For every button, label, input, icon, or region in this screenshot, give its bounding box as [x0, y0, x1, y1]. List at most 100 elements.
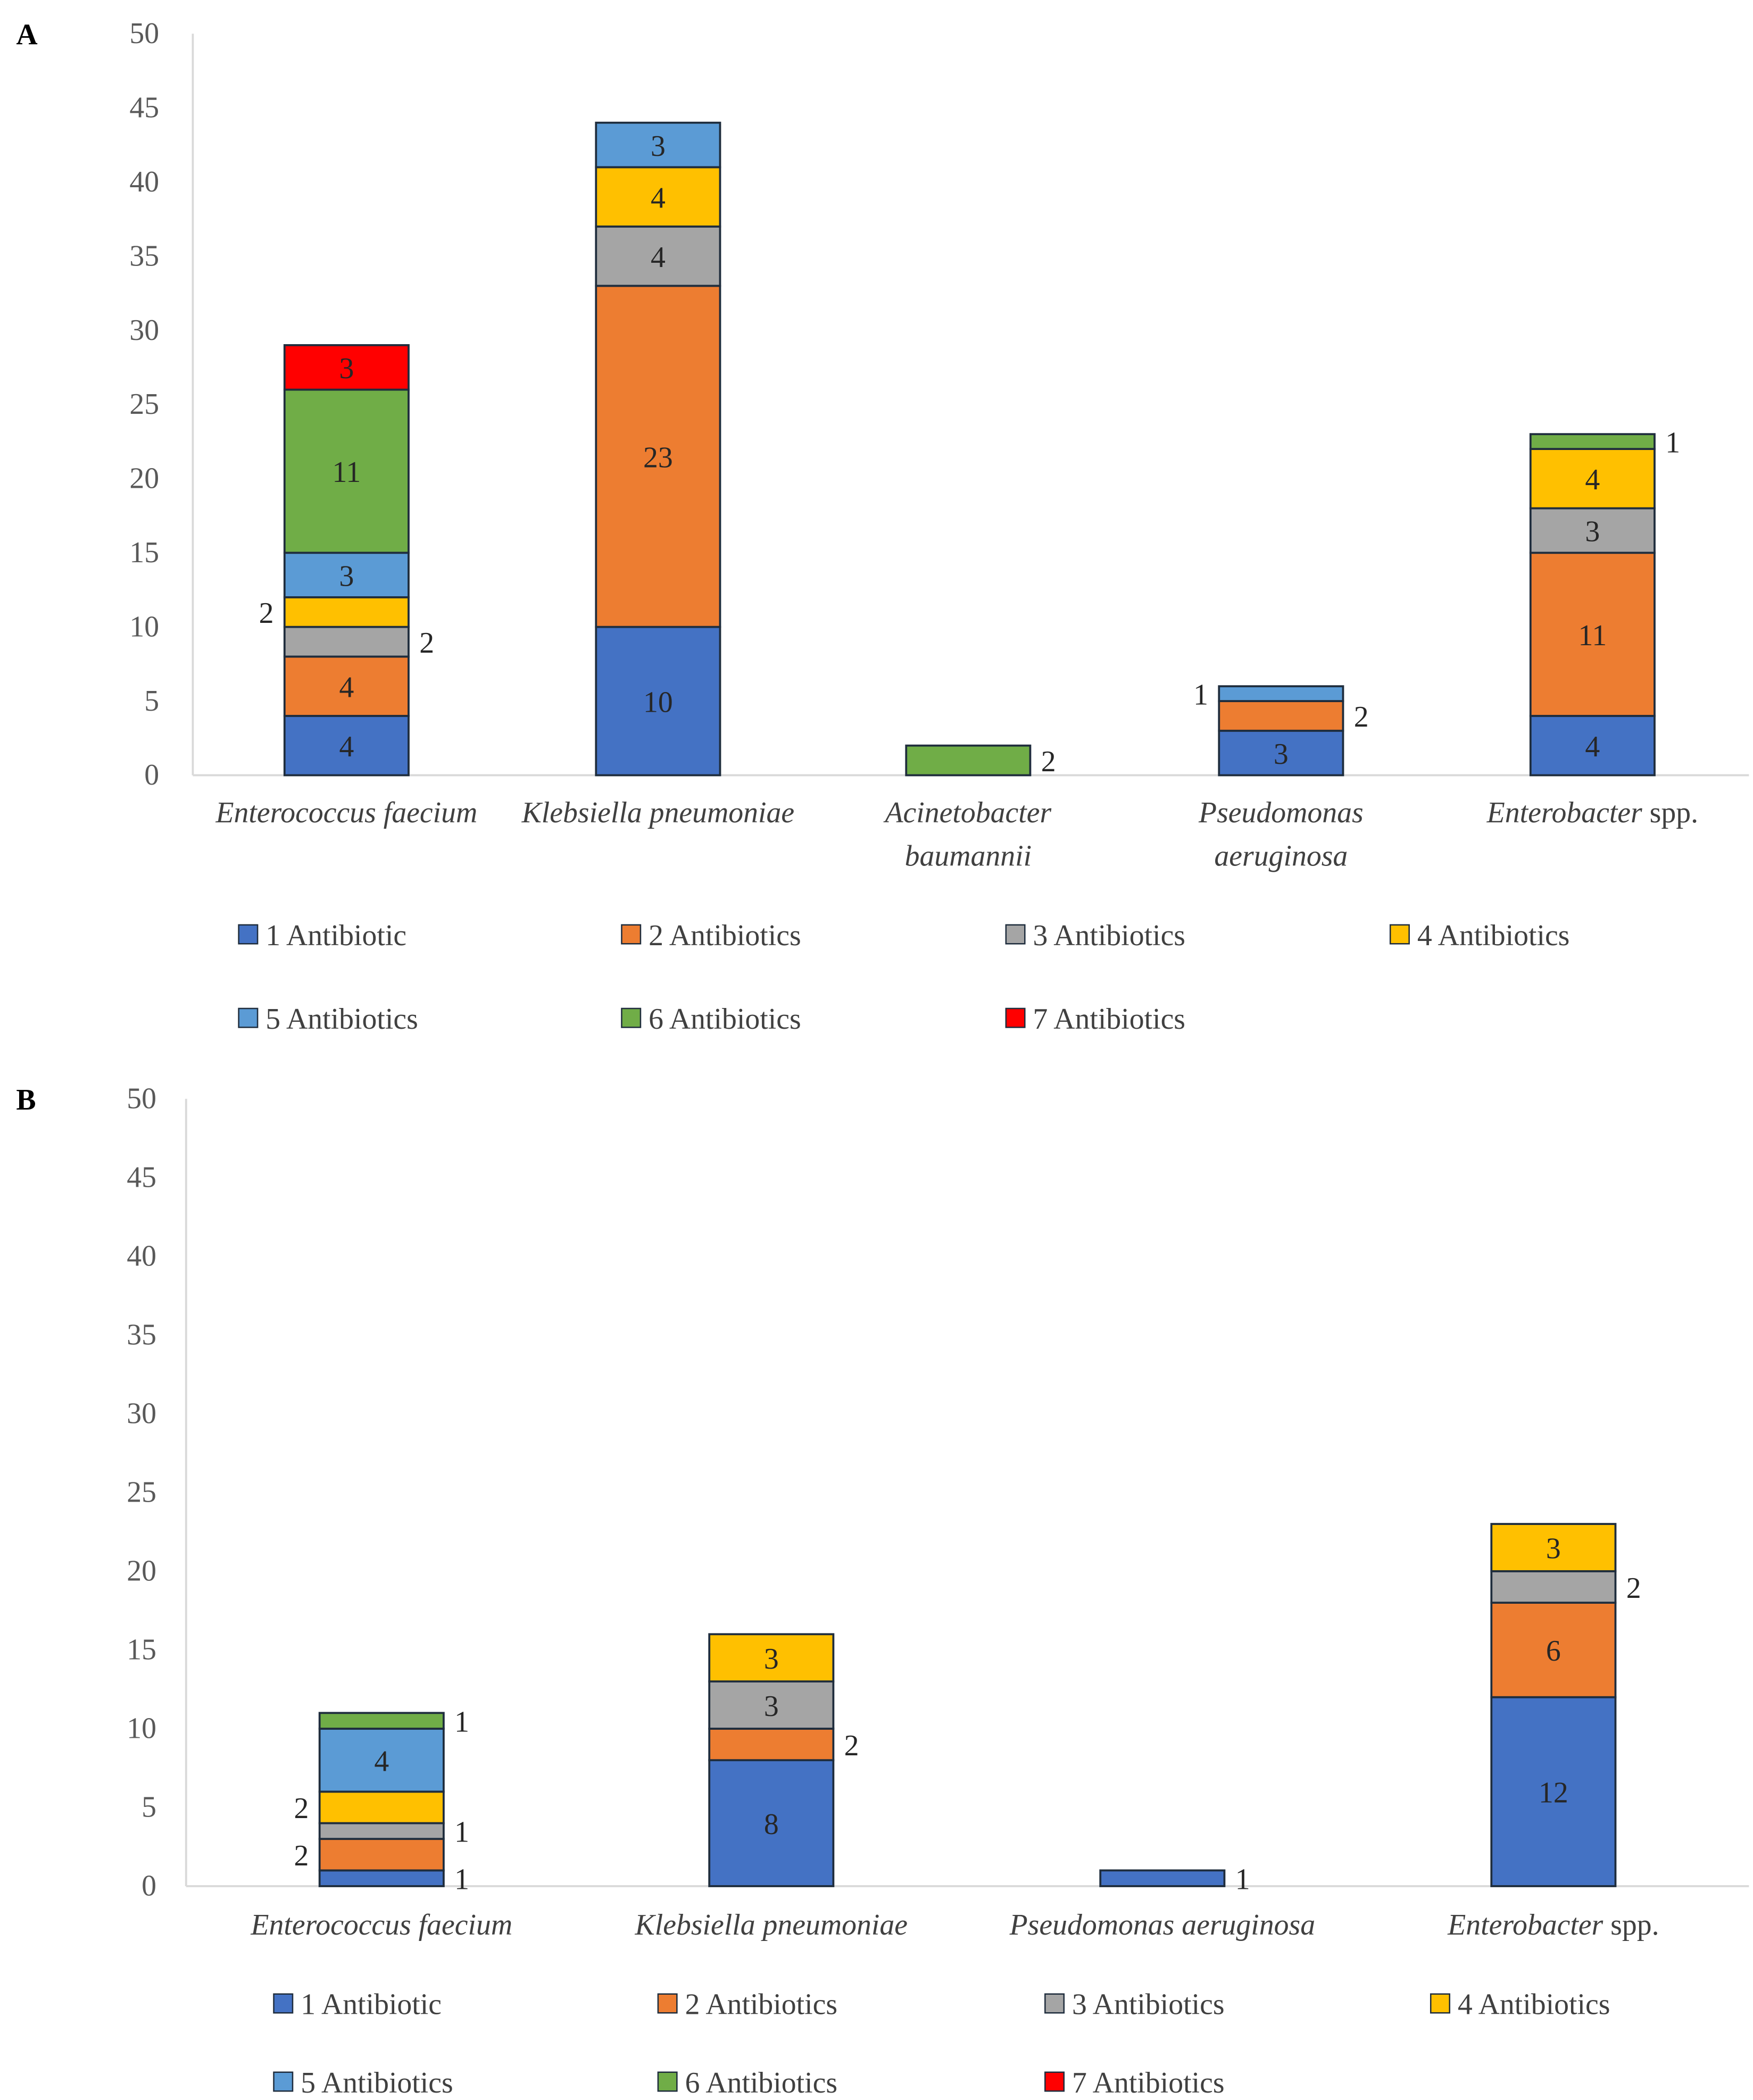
legend-label: 3 Antibiotics — [1033, 919, 1186, 952]
bar-segment — [283, 626, 410, 658]
y-tick-label: 45 — [127, 1161, 156, 1194]
legend-swatch — [621, 924, 642, 945]
legend-label: 7 Antibiotics — [1072, 2066, 1225, 2099]
legend-swatch — [1430, 1993, 1450, 2014]
data-label: 1 — [1665, 426, 1680, 459]
data-label: 23 — [643, 441, 673, 474]
legend-label: 2 Antibiotics — [685, 1988, 838, 2021]
legend-label: 6 Antibiotics — [649, 1003, 801, 1036]
bar-segment — [318, 1728, 445, 1793]
legend-label: 1 Antibiotic — [265, 919, 406, 952]
bar-segment — [283, 388, 410, 554]
y-tick-label: 20 — [129, 462, 159, 495]
bar-segment — [1099, 1869, 1226, 1887]
bar-segment — [595, 225, 721, 287]
y-tick-label: 5 — [144, 685, 159, 718]
data-label: 11 — [333, 456, 361, 489]
legend-label: 3 Antibiotics — [1072, 1988, 1225, 2021]
bar-segment — [1529, 433, 1656, 450]
y-tick-label: 35 — [129, 239, 159, 272]
data-label: 1 — [454, 1816, 469, 1849]
legend-label: 2 Antibiotics — [649, 919, 801, 952]
bar-segment — [318, 1822, 445, 1840]
y-tick-label: 20 — [127, 1555, 156, 1588]
data-label: 2 — [1041, 745, 1056, 778]
bar-segment — [595, 166, 721, 228]
x-category-label: Klebsiella pneumoniae — [521, 796, 795, 829]
bar-segment — [1490, 1523, 1617, 1572]
x-category-label: Enterococcus faecium — [215, 796, 478, 829]
y-tick-label: 50 — [129, 17, 159, 50]
data-label: 11 — [1578, 619, 1607, 652]
bar-segment — [283, 552, 410, 598]
data-label: 2 — [294, 1792, 309, 1825]
x-category-label: Klebsiella pneumoniae — [635, 1909, 908, 1941]
legend-swatch — [273, 1993, 294, 2014]
bar-segment — [1490, 1696, 1617, 1887]
legend-swatch — [273, 2071, 294, 2092]
x-category-label: Enterobacter spp. — [1486, 796, 1698, 829]
data-label: 3 — [651, 130, 666, 163]
legend-swatch — [1044, 2071, 1065, 2092]
bar-segment — [1218, 729, 1344, 777]
data-label: 1 — [1235, 1863, 1250, 1896]
data-label: 8 — [764, 1808, 779, 1841]
data-label: 1 — [1193, 678, 1208, 711]
x-category-label: Enterobacter spp. — [1447, 1909, 1659, 1941]
bar-segment — [1529, 552, 1656, 717]
legend-label: 1 Antibiotic — [301, 1988, 442, 2021]
bar-segment — [1490, 1570, 1617, 1604]
data-label: 2 — [294, 1839, 309, 1872]
data-label: 3 — [339, 352, 354, 385]
data-label: 6 — [1546, 1635, 1561, 1668]
panel-label: A — [16, 19, 37, 52]
data-label: 2 — [419, 627, 434, 660]
data-label: 4 — [339, 730, 354, 763]
data-label: 3 — [764, 1690, 779, 1723]
bar-segment — [318, 1790, 445, 1824]
y-tick-label: 5 — [142, 1791, 156, 1824]
data-label: 1 — [454, 1863, 469, 1896]
y-tick-label: 40 — [129, 165, 159, 198]
y-tick-label: 0 — [142, 1870, 156, 1903]
bar-segment — [708, 1633, 835, 1683]
legend-label: 7 Antibiotics — [1033, 1003, 1186, 1036]
x-category-label: Pseudomonas aeruginosa — [1009, 1909, 1316, 1941]
data-label: 4 — [651, 241, 666, 274]
data-label: 4 — [339, 671, 354, 704]
y-tick-label: 10 — [129, 610, 159, 643]
bar-segment — [1218, 685, 1344, 702]
y-tick-label: 30 — [129, 314, 159, 347]
x-category-label: Enterococcus faecium — [250, 1909, 512, 1941]
y-tick-label: 0 — [144, 759, 159, 791]
y-tick-label: 15 — [129, 536, 159, 569]
y-tick-label: 45 — [129, 91, 159, 124]
legend-label: 5 Antibiotics — [301, 2066, 453, 2099]
bar-segment — [708, 1759, 835, 1887]
bar-segment — [283, 596, 410, 628]
bar-segment — [595, 121, 721, 169]
y-tick-label: 40 — [127, 1240, 156, 1273]
data-label: 2 — [844, 1729, 859, 1762]
data-label: 2 — [1626, 1572, 1641, 1605]
y-tick-label: 50 — [127, 1082, 156, 1115]
data-label: 4 — [374, 1745, 389, 1778]
x-category-label: Acinetobacter — [883, 796, 1052, 829]
legend-label: 4 Antibiotics — [1417, 919, 1570, 952]
x-category-label: Pseudomonas — [1198, 796, 1364, 829]
legend-swatch — [621, 1007, 642, 1028]
y-tick-label: 25 — [127, 1476, 156, 1509]
bar-segment — [318, 1838, 445, 1872]
bar-segment — [595, 626, 721, 777]
bar-segment — [1529, 507, 1656, 554]
data-label: 1 — [454, 1705, 469, 1738]
chart-panel-a: A 0 5 10 15 20 25 30 35 40 45 50 Enterococcus faeciu… — [16, 17, 1749, 1036]
legend-label: 6 Antibiotics — [685, 2066, 838, 2099]
data-label: 4 — [1585, 730, 1600, 763]
legend-swatch — [1044, 1993, 1065, 2014]
data-label: 3 — [764, 1643, 779, 1676]
bar-segment — [595, 285, 721, 628]
chart-panel-b: B 0 5 10 15 20 25 30 35 40 45 50 Enterococcus faeciu… — [16, 1082, 1749, 2099]
data-label: 3 — [339, 560, 354, 593]
